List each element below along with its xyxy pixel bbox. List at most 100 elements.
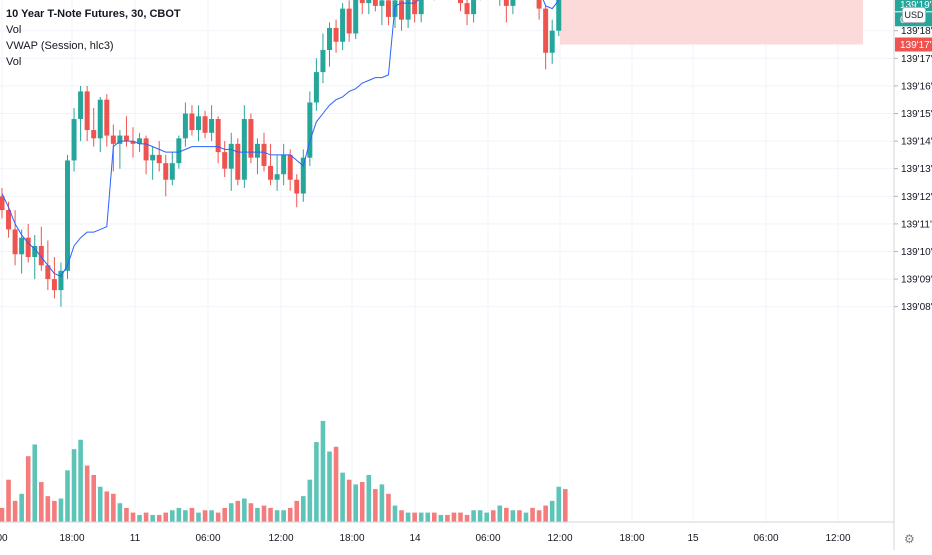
candle-down: [287, 154, 293, 180]
price-axis-label: 139'10'0: [901, 247, 932, 258]
candle-down: [6, 210, 12, 230]
time-axis-label: 18:00: [339, 533, 364, 544]
volume-bar: [58, 498, 64, 522]
candle-up: [176, 138, 182, 164]
candle-down: [45, 265, 51, 280]
volume-bar: [530, 507, 535, 522]
candle-up: [366, 0, 372, 4]
candle-down: [268, 165, 274, 180]
candle-down: [156, 154, 162, 164]
volume-bar: [25, 456, 31, 522]
candle-down: [543, 8, 549, 53]
volume-bar: [202, 510, 208, 522]
volume-bar: [150, 514, 155, 522]
volume-bar: [52, 500, 57, 522]
volume-bar: [189, 507, 195, 522]
price-axis-label: 139'11'0: [901, 219, 932, 230]
volume-bar: [510, 510, 516, 522]
price-axis-label: 139'16'0: [901, 81, 932, 92]
volume-bar: [366, 475, 372, 522]
volume-bar: [228, 503, 234, 522]
price-axis-label: 139'17'0: [901, 54, 932, 65]
candle-up: [254, 143, 260, 158]
volume-bar: [373, 489, 378, 522]
candle-up: [241, 119, 247, 180]
candle-up: [196, 116, 201, 131]
price-axis-label: 139'15'0: [901, 109, 932, 120]
candle-down: [359, 0, 365, 4]
price-axis-label: 139'18'0: [901, 26, 932, 37]
volume-bar: [268, 507, 273, 522]
volume-bar: [301, 496, 306, 522]
candle-down: [294, 179, 300, 194]
candle-down: [464, 3, 470, 15]
candle-down: [261, 143, 267, 166]
candle-up: [209, 119, 215, 133]
time-axis-label: 11: [130, 533, 141, 544]
candle-up: [327, 27, 332, 51]
volume-bar: [497, 505, 503, 522]
volume-bar: [490, 510, 496, 522]
volume-bar: [405, 512, 411, 522]
candle-down: [38, 245, 44, 266]
volume-bar: [6, 479, 11, 522]
candle-up: [274, 174, 280, 180]
volume-bar: [222, 507, 227, 522]
candle-down: [248, 119, 254, 158]
volume-bar: [327, 451, 332, 522]
volume-bar: [39, 482, 44, 522]
time-axis-label: 18:00: [619, 533, 644, 544]
volume-bar: [71, 449, 77, 522]
time-axis-label: 12:00: [547, 533, 572, 544]
candle-down: [189, 113, 195, 131]
candle-up: [281, 154, 287, 175]
stop-loss-zone[interactable]: [560, 0, 863, 45]
candle-up: [307, 102, 313, 158]
volume-bar: [215, 512, 221, 522]
volume-bar: [274, 510, 280, 522]
volume-bar: [392, 505, 398, 522]
volume-bar: [130, 512, 136, 522]
candle-down: [110, 135, 116, 144]
candle-down: [346, 8, 352, 34]
candle-up: [58, 270, 64, 291]
candle-down: [12, 229, 18, 255]
candle-down: [385, 0, 391, 17]
candle-down: [143, 138, 149, 161]
candle-up: [182, 113, 188, 139]
volume-bar: [563, 489, 568, 522]
volume-bar: [163, 512, 169, 522]
volume-bar: [19, 493, 24, 522]
volume-bar: [45, 496, 51, 522]
time-axis-label: 14: [409, 533, 421, 544]
volume-bar: [399, 510, 404, 522]
candle-up: [471, 0, 477, 15]
candle-down: [25, 237, 31, 258]
candle-up: [379, 0, 385, 6]
candle-down: [123, 135, 129, 142]
volume-bar: [445, 514, 450, 522]
volume-bar: [248, 503, 254, 522]
candle-up: [117, 135, 123, 144]
volume-bar: [549, 500, 555, 522]
candle-down: [235, 143, 241, 180]
volume-bar: [111, 493, 116, 522]
volume-bar: [359, 482, 365, 522]
volume-bar: [209, 510, 214, 522]
candle-up: [340, 8, 346, 42]
candle-down: [333, 27, 339, 42]
volume-bar: [235, 500, 241, 522]
volume-bar: [137, 514, 142, 522]
time-axis-label: 15: [687, 533, 699, 544]
volume-bar: [523, 512, 529, 522]
volume-bar: [84, 465, 90, 522]
candle-up: [549, 30, 555, 53]
settings-gear-icon[interactable]: ⚙: [904, 532, 915, 546]
current-price-tag-bg: [895, 0, 932, 12]
candle-up: [169, 163, 175, 180]
current-price-tag: 139'19'5: [900, 0, 932, 11]
candle-down: [130, 141, 136, 144]
currency-button[interactable]: USD: [902, 7, 926, 23]
